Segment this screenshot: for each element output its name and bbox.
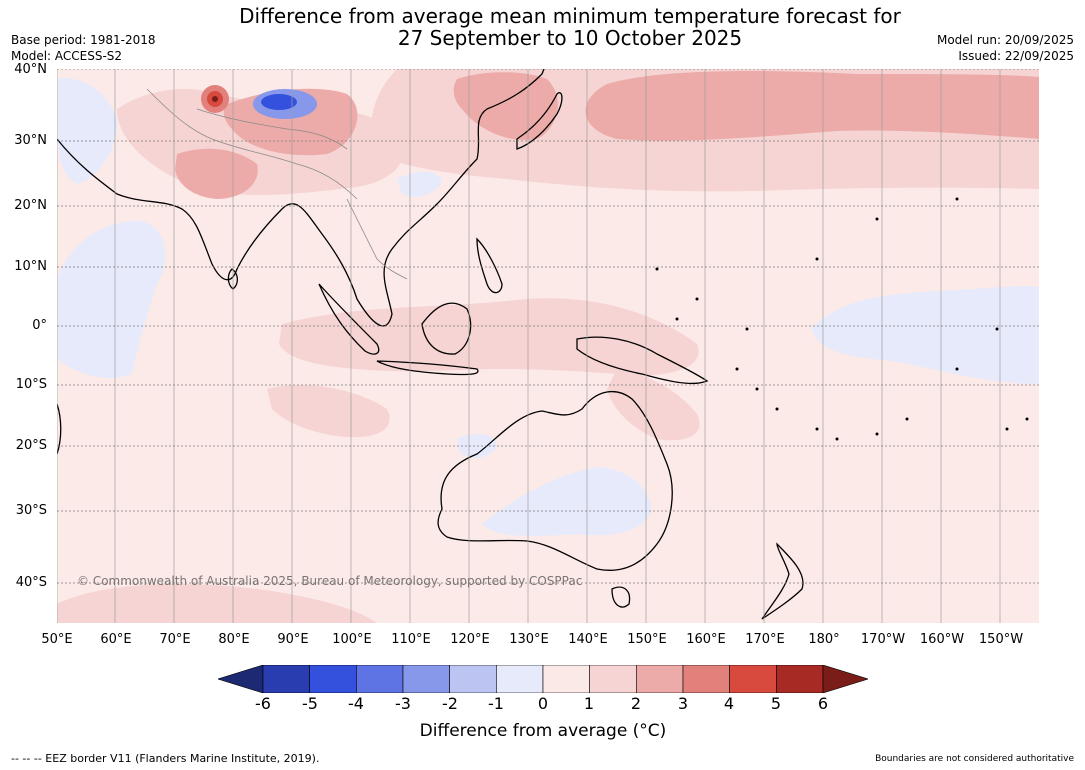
colorbar-segment bbox=[729, 665, 777, 693]
colorbar-segment bbox=[402, 665, 450, 693]
anomaly-cool-tibet-core bbox=[261, 94, 297, 110]
anomaly-warm-png bbox=[607, 369, 700, 441]
anomaly-warm-maritime bbox=[279, 298, 699, 376]
anomaly-warm-china bbox=[453, 72, 558, 140]
colorbar-tick: 6 bbox=[817, 694, 829, 713]
colorbar-tick: 2 bbox=[630, 694, 642, 713]
colorbar-tick: 3 bbox=[677, 694, 689, 713]
lat-label-10n: 10°N bbox=[14, 259, 47, 274]
chart-title: Difference from average mean minimum tem… bbox=[0, 5, 1085, 49]
lat-label-0: 0° bbox=[32, 318, 47, 333]
country-borders bbox=[146, 88, 408, 280]
colorbar-tick: 1 bbox=[583, 694, 595, 713]
anomaly-hot-spot-peak bbox=[212, 96, 218, 102]
colorbar-tick: -6 bbox=[255, 694, 271, 713]
coast-java bbox=[376, 360, 479, 376]
anomaly-warm-pacific bbox=[585, 71, 1039, 141]
lat-label-20s: 20°S bbox=[15, 438, 47, 453]
lat-label-10s: 10°S bbox=[15, 377, 47, 392]
title-line-1: Difference from average mean minimum tem… bbox=[239, 4, 901, 28]
colorbar-segment bbox=[218, 665, 264, 693]
lon-label-50e: 50°E bbox=[41, 632, 73, 647]
colorbar-tick: 4 bbox=[723, 694, 735, 713]
colorbar-tick: -3 bbox=[395, 694, 411, 713]
meridian-lines bbox=[57, 69, 1001, 623]
lat-label-30s: 30°S bbox=[15, 503, 47, 518]
colorbar-label: Difference from average (°C) bbox=[419, 721, 667, 741]
eez-note: -- -- -- EEZ border V11 (Flanders Marine… bbox=[11, 752, 320, 765]
anomaly-warm-south bbox=[57, 584, 377, 623]
coast-new-guinea bbox=[576, 336, 709, 385]
lon-label-150w: 150°W bbox=[978, 632, 1024, 647]
boundary-note: Boundaries are not considered authoritat… bbox=[875, 754, 1074, 764]
meta-left: Base period: 1981-2018 Model: ACCESS-S2 bbox=[11, 32, 156, 64]
lat-label-40s: 40°S bbox=[15, 575, 47, 590]
coast-tasmania bbox=[611, 586, 631, 608]
lat-label-30n: 30°N bbox=[14, 133, 47, 148]
colorbar-segment bbox=[776, 665, 824, 693]
title-line-2: 27 September to 10 October 2025 bbox=[397, 26, 743, 50]
colorbar-tick: 5 bbox=[770, 694, 782, 713]
colorbar-segment bbox=[356, 665, 404, 693]
lon-label-110e: 110°E bbox=[391, 632, 431, 647]
lon-label-130e: 130°E bbox=[509, 632, 549, 647]
lon-label-170e: 170°E bbox=[745, 632, 785, 647]
colorbar-segment bbox=[682, 665, 730, 693]
anomaly-cool-west-indian bbox=[57, 220, 166, 379]
colorbar-segment bbox=[496, 665, 544, 693]
coast-madagascar bbox=[57, 403, 62, 455]
colorbar-tick: -1 bbox=[488, 694, 504, 713]
anomaly-map bbox=[57, 69, 1039, 623]
colorbar-segment bbox=[262, 665, 310, 693]
coast-asia bbox=[57, 69, 545, 327]
anomaly-cool-central-pacific bbox=[812, 286, 1039, 384]
coast-new-zealand bbox=[761, 542, 804, 620]
coast-japan bbox=[516, 92, 563, 150]
lon-label-160w: 160°W bbox=[919, 632, 965, 647]
colorbar-segment bbox=[542, 665, 590, 693]
copyright-notice: © Commonwealth of Australia 2025, Bureau… bbox=[77, 574, 583, 588]
anomaly-cool-australia bbox=[482, 467, 652, 537]
colorbar-segment bbox=[589, 665, 637, 693]
lat-label-20n: 20°N bbox=[14, 198, 47, 213]
coast-australia bbox=[437, 390, 673, 571]
model-run: Model run: 20/09/2025 bbox=[936, 33, 1074, 47]
lat-label-40n: 40°N bbox=[14, 62, 47, 77]
lon-label-90e: 90°E bbox=[277, 632, 309, 647]
colorbar-tick: -2 bbox=[442, 694, 458, 713]
base-period: Base period: 1981-2018 bbox=[11, 33, 156, 47]
colorbar-segment bbox=[822, 665, 868, 693]
lon-label-150e: 150°E bbox=[627, 632, 667, 647]
lon-label-70e: 70°E bbox=[159, 632, 191, 647]
colorbar-segment bbox=[309, 665, 357, 693]
coast-philippines bbox=[476, 237, 503, 294]
lon-label-80e: 80°E bbox=[218, 632, 250, 647]
meta-right: Model run: 20/09/2025 Issued: 22/09/2025 bbox=[937, 32, 1074, 64]
lon-label-60e: 60°E bbox=[100, 632, 132, 647]
lon-label-100e: 100°E bbox=[332, 632, 372, 647]
anomaly-warm-india bbox=[175, 148, 258, 199]
lon-label-120e: 120°E bbox=[450, 632, 490, 647]
colorbar-tick: 0 bbox=[537, 694, 549, 713]
model-name: Model: ACCESS-S2 bbox=[11, 49, 123, 63]
issued-date: Issued: 22/09/2025 bbox=[958, 49, 1074, 63]
lon-label-160e: 160°E bbox=[686, 632, 726, 647]
anomaly-warm-indian-ocean bbox=[267, 385, 390, 438]
lon-label-170w: 170°W bbox=[860, 632, 906, 647]
colorbar bbox=[218, 665, 868, 693]
colorbar-segment bbox=[449, 665, 497, 693]
lon-label-180: 180° bbox=[808, 632, 840, 647]
anomaly-cool-china bbox=[397, 171, 442, 197]
colorbar-segment bbox=[636, 665, 684, 693]
pacific-islands bbox=[655, 197, 1029, 441]
colorbar-tick: -4 bbox=[348, 694, 364, 713]
colorbar-tick: -5 bbox=[302, 694, 318, 713]
lon-label-140e: 140°E bbox=[568, 632, 608, 647]
anomaly-cool-arabia bbox=[57, 78, 118, 184]
coast-sumatra bbox=[318, 283, 380, 355]
